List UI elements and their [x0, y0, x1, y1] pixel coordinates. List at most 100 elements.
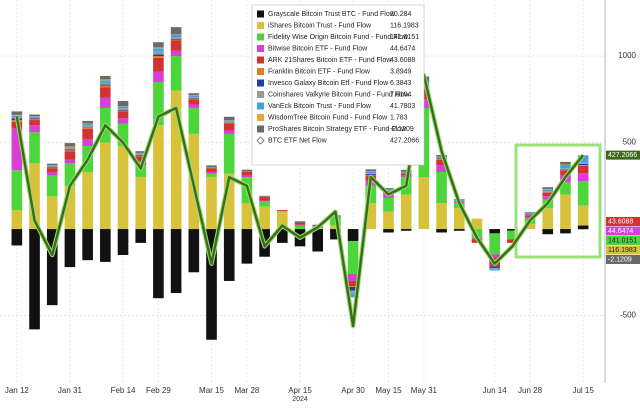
bar-segment — [171, 56, 182, 91]
legend-value: 116.1983 — [390, 22, 419, 29]
bar-segment — [100, 79, 111, 80]
bar-segment — [578, 164, 589, 165]
bar-segment — [206, 177, 217, 229]
value-flag: 116.1983 — [608, 247, 637, 254]
bar-segment — [29, 125, 40, 132]
bar-segment — [100, 98, 111, 108]
y-tick-label: -500 — [620, 311, 637, 320]
bar-segment — [312, 229, 323, 251]
bar-segment — [189, 98, 200, 99]
bar-segment — [118, 101, 129, 106]
bar-segment — [118, 111, 129, 112]
bar-segment — [47, 172, 58, 175]
bar-segment — [578, 181, 589, 205]
bar-segment — [47, 168, 58, 171]
bar-segment — [542, 229, 553, 234]
bar-segment — [47, 196, 58, 229]
legend-label: Bitwise Bitcoin ETF - Fund Flow — [268, 45, 368, 52]
bar-segment — [118, 229, 129, 255]
x-tick-label: Apr 15 — [288, 386, 312, 395]
bar-segment — [489, 268, 500, 270]
bar-segment — [383, 229, 394, 232]
x-tick-label: Jun 28 — [518, 386, 543, 395]
bar-segment — [224, 124, 235, 131]
bar-segment — [29, 117, 40, 118]
bar-segment — [65, 143, 76, 146]
bar-segment — [383, 212, 394, 229]
bar-segment — [542, 189, 553, 191]
bar-segment — [118, 107, 129, 109]
y-tick-label: 500 — [623, 138, 637, 147]
x-tick-label: Apr 30 — [341, 386, 365, 395]
bar-segment — [171, 39, 182, 40]
x-tick-label: Feb 14 — [111, 386, 136, 395]
bar-segment — [542, 187, 553, 189]
legend-label: ARK 21Shares Bitcoin ETF - Fund Flow — [268, 57, 392, 64]
bar-segment — [578, 166, 589, 174]
bar-segment — [171, 229, 182, 293]
x-tick-label: May 15 — [375, 386, 402, 395]
bar-segment — [82, 172, 93, 229]
bar-segment — [65, 160, 76, 163]
bar-segment — [189, 99, 200, 104]
bar-segment — [295, 221, 306, 223]
bar-segment — [542, 191, 553, 192]
legend-value: 3.8949 — [390, 68, 412, 75]
bar-segment — [242, 170, 253, 172]
bar-segment — [82, 128, 93, 129]
bar-segment — [189, 93, 200, 95]
bar-segment — [29, 118, 40, 119]
legend-value: 427.2066 — [390, 137, 419, 144]
bar-segment — [153, 125, 164, 229]
bar-segment — [189, 97, 200, 98]
bar-segment — [153, 42, 164, 47]
bar-segment — [224, 123, 235, 124]
bar-segment — [259, 200, 270, 201]
bar-segment — [206, 174, 217, 177]
bar-segment — [29, 229, 40, 329]
bar-segment — [153, 54, 164, 56]
bar-segment — [12, 115, 23, 116]
legend-label: ProShares Bitcoin Strategy ETF - Fund Fl… — [268, 126, 407, 133]
bar-segment — [118, 118, 129, 123]
bar-segment — [100, 85, 111, 86]
bar-segment — [365, 169, 376, 171]
x-tick-label: Mar 28 — [234, 386, 259, 395]
bar-segment — [454, 229, 465, 231]
x-tick-label: Jul 15 — [572, 386, 594, 395]
value-flag: 43.6088 — [608, 218, 633, 225]
legend-label: Grayscale Bitcoin Trust BTC - Fund Flow — [268, 11, 396, 18]
bar-segment — [224, 134, 235, 174]
bar-segment — [47, 164, 58, 166]
bar-segment — [277, 210, 288, 211]
bar-segment — [100, 229, 111, 262]
bar-segment — [47, 175, 58, 196]
bar-segment — [29, 115, 40, 117]
bar-segment — [295, 225, 306, 226]
bar-segment — [578, 226, 589, 230]
bar-segment — [153, 56, 164, 58]
bar-segment — [277, 211, 288, 212]
bar-segment — [135, 229, 146, 243]
bar-segment — [82, 129, 93, 139]
x-tick-label: Mar 15 — [199, 386, 224, 395]
bar-segment — [206, 172, 217, 174]
bar-segment — [560, 194, 571, 229]
legend-value: 6.3843 — [390, 80, 412, 87]
bar-segment — [295, 223, 306, 225]
bar-segment — [82, 127, 93, 128]
legend-swatch — [257, 11, 264, 18]
bar-segment — [12, 210, 23, 229]
legend-value: 41.7803 — [390, 103, 415, 110]
bar-segment — [542, 208, 553, 229]
bar-segment — [560, 165, 571, 168]
x-tick-label: Jun 14 — [483, 386, 508, 395]
bar-segment — [224, 121, 235, 122]
bar-segment — [401, 229, 412, 231]
value-flag: -2.1209 — [608, 256, 632, 263]
legend-label: Fidelity Wise Origin Bitcoin Fund - Fund… — [268, 34, 409, 41]
bar-segment — [118, 111, 129, 118]
bar-segment — [259, 197, 270, 200]
bar-segment — [578, 165, 589, 166]
